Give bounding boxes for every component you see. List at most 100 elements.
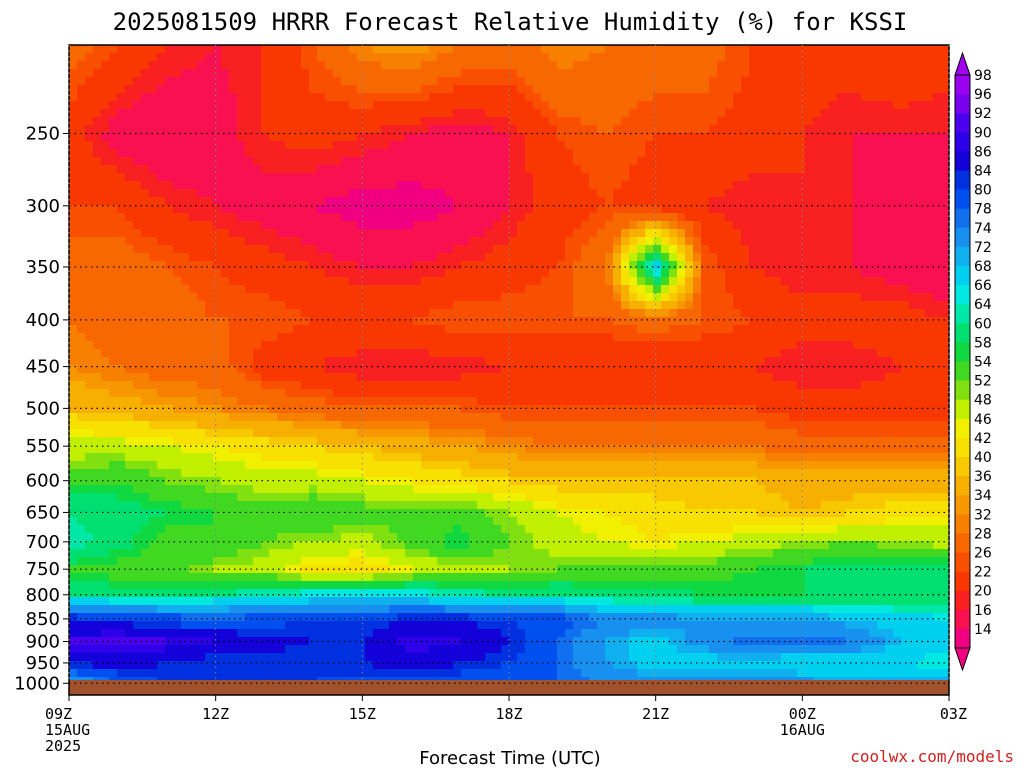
rh-cell xyxy=(117,341,126,350)
rh-cell xyxy=(693,221,702,230)
rh-cell xyxy=(101,117,110,126)
rh-cell xyxy=(421,285,430,294)
rh-cell xyxy=(485,341,494,350)
rh-cell xyxy=(157,205,166,214)
rh-cell xyxy=(325,245,334,254)
rh-cell xyxy=(917,117,926,126)
rh-cell xyxy=(661,61,670,70)
rh-cell xyxy=(485,317,494,326)
rh-cell xyxy=(389,245,398,254)
rh-cell xyxy=(357,333,366,342)
rh-cell xyxy=(621,381,630,390)
rh-cell xyxy=(693,309,702,318)
rh-cell xyxy=(181,349,190,358)
rh-cell xyxy=(933,229,942,238)
rh-cell xyxy=(917,381,926,390)
rh-cell xyxy=(725,133,734,142)
rh-cell xyxy=(517,69,526,78)
rh-cell xyxy=(909,357,918,366)
rh-cell xyxy=(509,133,518,142)
rh-cell xyxy=(845,45,854,54)
rh-cell xyxy=(541,277,550,286)
rh-cell xyxy=(621,293,630,302)
rh-cell xyxy=(133,141,142,150)
rh-cell xyxy=(101,101,110,110)
rh-cell xyxy=(749,365,758,374)
rh-cell xyxy=(93,253,102,262)
rh-cell xyxy=(517,397,526,406)
rh-cell xyxy=(453,69,462,78)
rh-cell xyxy=(653,221,662,230)
rh-cell xyxy=(85,125,94,134)
rh-cell xyxy=(301,101,310,110)
rh-cell xyxy=(517,357,526,366)
rh-cell xyxy=(725,61,734,70)
rh-cell xyxy=(629,165,638,174)
rh-cell xyxy=(437,173,446,182)
rh-cell xyxy=(637,45,646,54)
rh-cell xyxy=(829,373,838,382)
rh-cell xyxy=(261,189,270,198)
rh-cell xyxy=(589,237,598,246)
rh-cell xyxy=(117,317,126,326)
rh-cell xyxy=(557,325,566,334)
rh-cell xyxy=(317,293,326,302)
rh-cell xyxy=(909,237,918,246)
rh-cell xyxy=(885,245,894,254)
rh-cell xyxy=(725,389,734,398)
rh-cell xyxy=(293,333,302,342)
rh-cell xyxy=(621,301,630,310)
rh-cell xyxy=(653,309,662,318)
rh-cell xyxy=(509,85,518,94)
rh-cell xyxy=(925,125,934,134)
rh-cell xyxy=(493,77,502,86)
rh-cell xyxy=(893,45,902,54)
rh-cell xyxy=(677,293,686,302)
rh-cell xyxy=(829,165,838,174)
rh-cell xyxy=(189,213,198,222)
rh-cell xyxy=(413,317,422,326)
rh-cell xyxy=(757,53,766,62)
rh-cell xyxy=(533,141,542,150)
rh-cell xyxy=(693,317,702,326)
rh-cell xyxy=(597,205,606,214)
rh-cell xyxy=(69,101,78,110)
rh-cell xyxy=(885,205,894,214)
rh-cell xyxy=(429,85,438,94)
rh-cell xyxy=(493,109,502,118)
rh-cell xyxy=(77,237,86,246)
rh-cell xyxy=(261,117,270,126)
rh-cell xyxy=(925,229,934,238)
rh-cell xyxy=(269,173,278,182)
rh-cell xyxy=(93,389,102,398)
rh-cell xyxy=(909,349,918,358)
rh-cell xyxy=(797,149,806,158)
rh-cell xyxy=(925,245,934,254)
rh-cell xyxy=(485,101,494,110)
rh-cell xyxy=(205,381,214,390)
rh-cell xyxy=(165,213,174,222)
rh-cell xyxy=(221,365,230,374)
rh-cell xyxy=(837,317,846,326)
rh-cell xyxy=(573,237,582,246)
rh-cell xyxy=(221,349,230,358)
rh-cell xyxy=(237,189,246,198)
rh-cell xyxy=(253,237,262,246)
rh-cell xyxy=(245,285,254,294)
rh-cell xyxy=(581,253,590,262)
rh-cell xyxy=(653,125,662,134)
rh-cell xyxy=(237,133,246,142)
rh-cell xyxy=(605,197,614,206)
rh-cell xyxy=(365,245,374,254)
rh-cell xyxy=(301,69,310,78)
rh-cell xyxy=(749,85,758,94)
rh-cell xyxy=(837,293,846,302)
rh-cell xyxy=(77,157,86,166)
rh-cell xyxy=(781,373,790,382)
rh-cell xyxy=(581,317,590,326)
rh-cell xyxy=(365,165,374,174)
rh-cell xyxy=(733,189,742,198)
rh-cell xyxy=(629,77,638,86)
rh-cell xyxy=(621,221,630,230)
rh-cell xyxy=(461,349,470,358)
